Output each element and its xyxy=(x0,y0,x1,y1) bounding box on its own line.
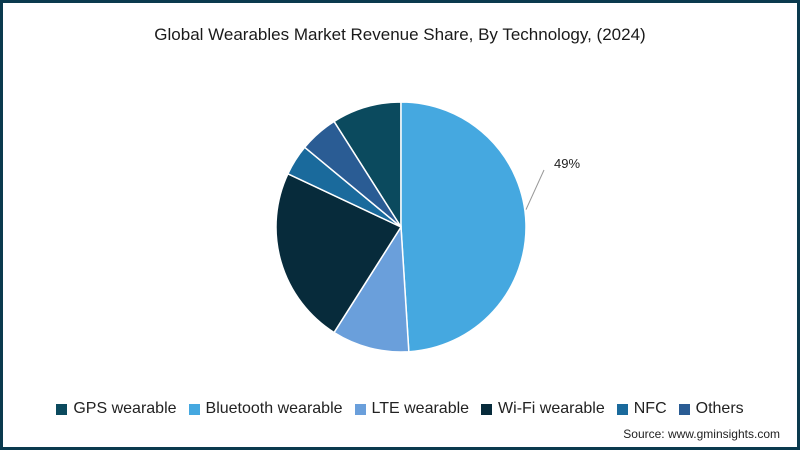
chart-title: Global Wearables Market Revenue Share, B… xyxy=(154,25,646,44)
legend-label-gps: GPS wearable xyxy=(73,400,177,417)
legend-swatch-bluetooth xyxy=(188,403,200,415)
legend-item-bluetooth: Bluetooth wearable xyxy=(188,400,343,418)
legend-item-wifi: Wi-Fi wearable xyxy=(481,400,605,418)
legend-label-bluetooth: Bluetooth wearable xyxy=(205,400,343,417)
legend-swatch-others xyxy=(678,403,690,415)
legend-item-gps: GPS wearable xyxy=(56,400,177,418)
legend-swatch-lte xyxy=(354,403,366,415)
legend-swatch-nfc xyxy=(616,403,628,415)
legend-label-lte: LTE wearable xyxy=(371,400,470,417)
pie-slice-others xyxy=(303,120,402,228)
chart-legend: GPS wearable Bluetooth wearable LTE wear… xyxy=(0,400,800,418)
legend-label-wifi: Wi-Fi wearable xyxy=(498,400,605,417)
pie-slice-wi-fi-wearable xyxy=(275,172,403,334)
pie-slice-bluetooth-wearable xyxy=(400,101,527,353)
legend-item-lte: LTE wearable xyxy=(354,400,470,418)
legend-label-nfc: NFC xyxy=(633,400,667,417)
source-note: Source: www.gminsights.com xyxy=(623,427,780,441)
legend-swatch-wifi xyxy=(481,403,493,415)
data-label-bluetooth-wearable: 49% xyxy=(554,156,580,171)
legend-swatch-gps xyxy=(56,403,68,415)
legend-item-nfc: NFC xyxy=(616,400,667,418)
legend-label-others: Others xyxy=(695,400,744,417)
pie-slice-lte-wearable xyxy=(332,224,410,353)
pie-labels: 49% xyxy=(525,156,580,210)
pie-slices xyxy=(275,101,527,353)
legend-item-others: Others xyxy=(678,400,744,418)
leader-line-bluetooth-wearable xyxy=(525,169,545,210)
